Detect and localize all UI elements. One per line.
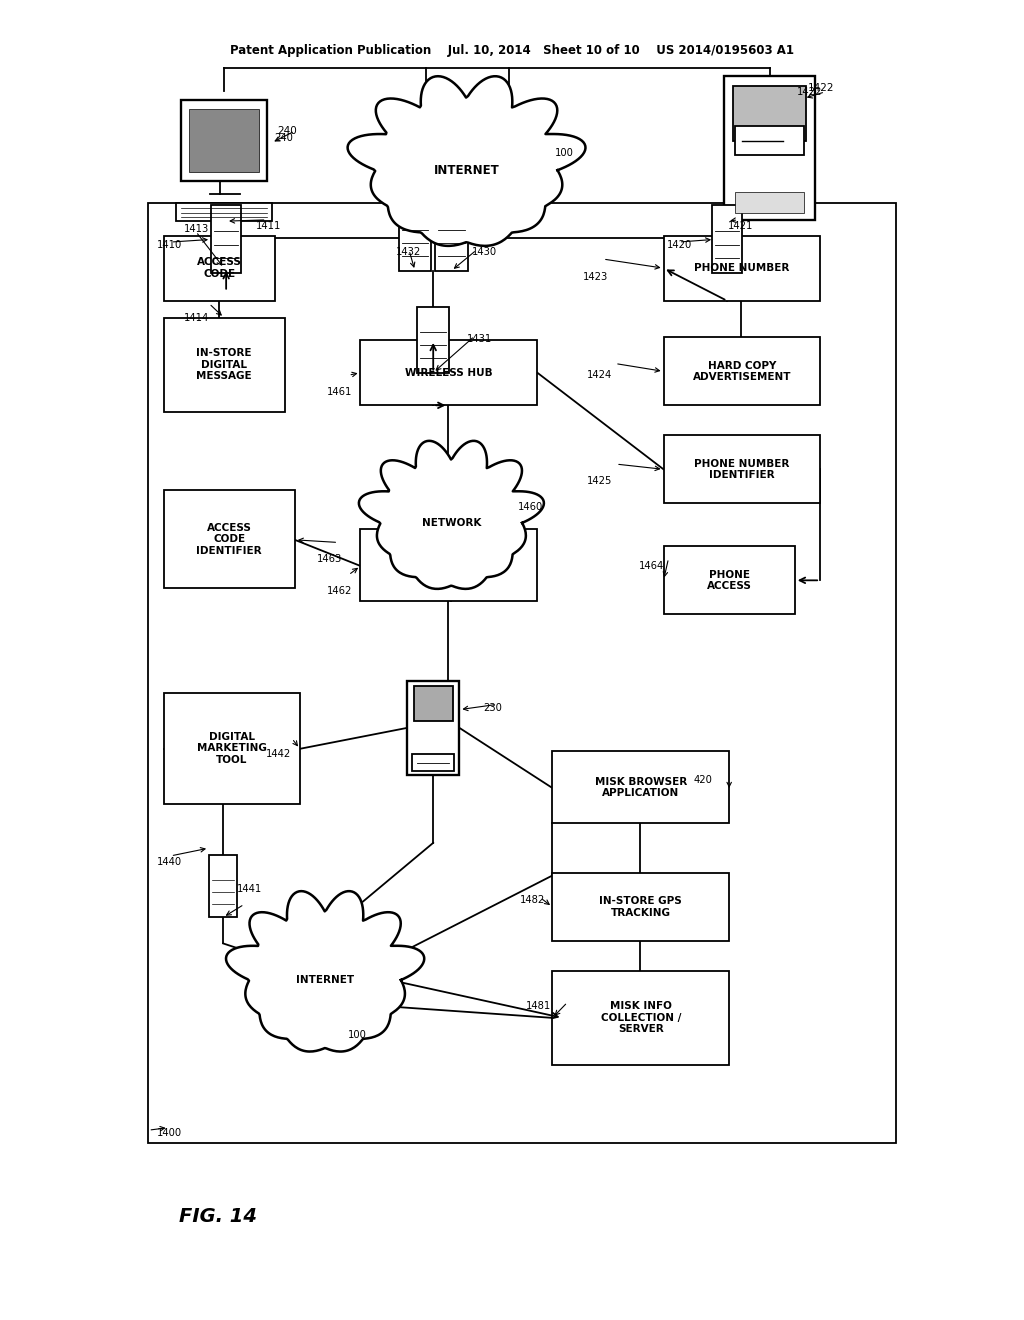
Bar — [164, 318, 285, 412]
Bar — [148, 203, 896, 1143]
Bar — [188, 108, 259, 172]
Text: HARD COPY
ADVERTISEMENT: HARD COPY ADVERTISEMENT — [692, 360, 792, 383]
Text: 1460: 1460 — [518, 502, 544, 512]
Bar — [435, 206, 468, 271]
Bar — [417, 308, 450, 372]
Bar — [164, 235, 274, 301]
Bar — [735, 191, 804, 214]
Text: 1424: 1424 — [587, 371, 612, 380]
Text: 1441: 1441 — [238, 883, 262, 894]
Bar — [407, 681, 460, 775]
Text: 1400: 1400 — [157, 1127, 181, 1138]
Text: 1421: 1421 — [728, 222, 754, 231]
Text: 1462: 1462 — [327, 586, 352, 595]
Text: 230: 230 — [483, 704, 503, 713]
Text: MISK BROWSER
APPLICATION: MISK BROWSER APPLICATION — [595, 776, 687, 799]
Text: 1431: 1431 — [467, 334, 492, 343]
Bar — [735, 127, 804, 156]
Text: PHONE
ACCESS: PHONE ACCESS — [707, 569, 752, 591]
Bar — [733, 86, 806, 141]
Bar — [399, 206, 431, 271]
Bar — [664, 436, 820, 503]
Bar — [413, 754, 455, 771]
Bar — [712, 206, 742, 273]
Text: 1422: 1422 — [808, 83, 835, 92]
Text: 420: 420 — [694, 775, 713, 785]
Text: 1413: 1413 — [183, 224, 209, 234]
Text: Patent Application Publication    Jul. 10, 2014   Sheet 10 of 10    US 2014/0195: Patent Application Publication Jul. 10, … — [230, 44, 794, 57]
Text: PHONE NUMBER: PHONE NUMBER — [694, 263, 790, 273]
Text: DIGITAL
MARKETING
TOOL: DIGITAL MARKETING TOOL — [197, 731, 266, 764]
Bar — [181, 100, 267, 181]
Text: 1432: 1432 — [396, 247, 421, 257]
Text: FIG. 14: FIG. 14 — [178, 1206, 257, 1226]
Text: NETWORK: NETWORK — [422, 517, 481, 528]
Bar — [552, 873, 729, 941]
Text: 1464: 1464 — [639, 561, 665, 572]
Bar — [724, 77, 815, 220]
Bar — [360, 529, 538, 601]
Bar — [360, 341, 538, 405]
Text: 1410: 1410 — [157, 240, 181, 249]
Text: 1461: 1461 — [327, 387, 352, 397]
Text: ACCESS
CODE: ACCESS CODE — [197, 257, 242, 279]
Bar — [209, 854, 238, 917]
Text: 1414: 1414 — [183, 313, 209, 323]
Bar — [164, 490, 295, 589]
Text: IN-STORE
DIGITAL
MESSAGE: IN-STORE DIGITAL MESSAGE — [197, 348, 252, 381]
Text: INTERNET: INTERNET — [434, 164, 500, 177]
Text: 240: 240 — [274, 132, 294, 143]
Text: 240: 240 — [278, 125, 297, 136]
Bar — [552, 970, 729, 1065]
Text: 1463: 1463 — [317, 554, 342, 565]
Text: 100: 100 — [554, 148, 573, 158]
Polygon shape — [347, 77, 586, 246]
Bar — [211, 206, 242, 273]
Text: INTERNET: INTERNET — [296, 975, 354, 985]
Text: 1425: 1425 — [587, 477, 612, 486]
Text: ACCESS
CODE
IDENTIFIER: ACCESS CODE IDENTIFIER — [197, 523, 262, 556]
Text: ROUTER /
SERVER: ROUTER / SERVER — [421, 554, 476, 576]
Bar — [414, 685, 453, 722]
Text: PHONE NUMBER
IDENTIFIER: PHONE NUMBER IDENTIFIER — [694, 458, 790, 480]
Bar — [552, 751, 729, 824]
Text: 100: 100 — [348, 1030, 368, 1040]
Text: WIRELESS HUB: WIRELESS HUB — [406, 368, 493, 378]
Bar — [176, 203, 272, 222]
Text: 1411: 1411 — [255, 222, 281, 231]
Text: 1482: 1482 — [520, 895, 546, 906]
Bar — [664, 546, 795, 614]
Polygon shape — [226, 891, 424, 1052]
Text: 1440: 1440 — [157, 858, 181, 867]
Bar — [664, 235, 820, 301]
Text: 1423: 1423 — [583, 272, 608, 282]
Bar — [164, 693, 300, 804]
Text: 1430: 1430 — [472, 247, 497, 257]
Bar — [664, 338, 820, 405]
Text: MISK INFO
COLLECTION /
SERVER: MISK INFO COLLECTION / SERVER — [601, 1002, 681, 1035]
Text: 1442: 1442 — [265, 748, 291, 759]
Text: 1422: 1422 — [797, 87, 822, 96]
Text: 1481: 1481 — [526, 1001, 551, 1011]
Polygon shape — [358, 441, 544, 589]
Text: 1420: 1420 — [667, 240, 692, 249]
Text: IN-STORE GPS
TRACKING: IN-STORE GPS TRACKING — [599, 896, 682, 917]
